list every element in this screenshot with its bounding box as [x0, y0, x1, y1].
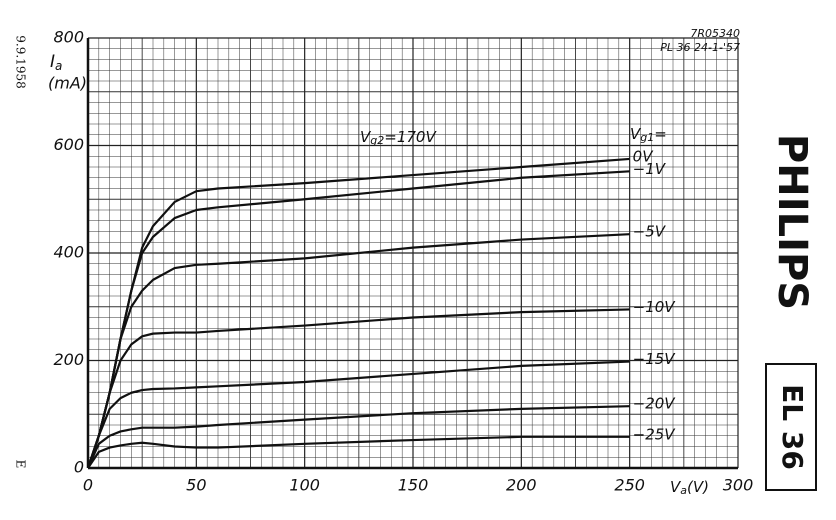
x-tick-label: 150 — [398, 476, 429, 495]
y-label-main: I — [50, 52, 55, 72]
y-unit: (mA) — [48, 74, 87, 93]
y-tick-label: 200 — [53, 350, 84, 369]
series-label: −5V — [633, 223, 667, 241]
grid — [87, 37, 739, 469]
x-label-main: V — [670, 478, 682, 496]
curve — [87, 435, 630, 469]
vg1-main: V — [630, 125, 642, 143]
curve — [86, 405, 630, 469]
x-tick-label: 100 — [289, 476, 320, 495]
series-label: −15V — [633, 350, 677, 368]
x-tick-label: 0 — [83, 476, 93, 495]
vg2-main: V — [360, 128, 372, 146]
vg1-label: Vg1= — [630, 125, 667, 145]
y-label-sub: a — [55, 59, 62, 73]
curve — [86, 308, 630, 469]
y-tick-label: 800 — [53, 28, 84, 47]
y-label: Ia — [50, 52, 62, 73]
x-label: Va(V) — [670, 478, 709, 498]
y-tick-label: 600 — [53, 135, 84, 154]
y-tick-label: 400 — [53, 243, 84, 262]
date: 9.9.1958 — [14, 35, 28, 88]
vg2-sub: g2 — [370, 134, 384, 147]
series-label: −20V — [633, 395, 677, 413]
series-label: −25V — [633, 425, 677, 443]
vg2-rest: =170V — [384, 128, 437, 146]
y-tick-label: 0 — [74, 458, 84, 477]
tube: EL 36 — [776, 384, 809, 470]
x-tick-label: 300 — [723, 476, 754, 495]
x-tick-label: 200 — [506, 476, 537, 495]
brand: PHILIPS — [769, 134, 815, 310]
x-label-unit: (V) — [687, 478, 709, 496]
series-label: 0V — [633, 147, 655, 165]
series-label: −10V — [633, 298, 677, 316]
x-tick-label: 50 — [186, 476, 206, 495]
mark: E — [14, 460, 28, 469]
curve — [86, 233, 630, 469]
curve — [86, 360, 630, 469]
vg1-rest: = — [654, 125, 667, 143]
series-label: −1V — [633, 160, 667, 178]
vg1-sub: g1 — [640, 131, 654, 144]
code: 7R05340 — [690, 27, 740, 40]
tube-box — [765, 363, 817, 491]
x-label-sub: a — [680, 484, 687, 497]
axes — [86, 38, 738, 470]
x-tick-label: 250 — [614, 476, 645, 495]
vg2-label: Vg2=170V — [360, 128, 437, 148]
sheet: PL 36 24-1-'57 — [660, 41, 740, 54]
